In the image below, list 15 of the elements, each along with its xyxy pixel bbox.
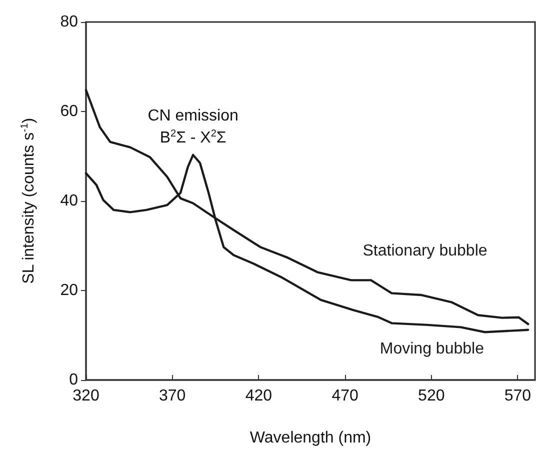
y-tick-label: 0 [69,372,78,388]
y-axis-title: SL intensity (counts s-1) [20,118,38,284]
x-tick-label: 320 [72,388,100,404]
y-tick-label: 60 [60,103,78,120]
x-tick-label: 520 [418,388,445,404]
y-tick-label: 40 [60,192,78,210]
series-label: Moving bubble [380,340,484,358]
x-axis-title: Wavelength (nm) [250,430,372,446]
x-tick-label: 470 [332,388,358,404]
x-tick-label: 570 [504,388,532,404]
y-tick-label: 20 [60,282,78,299]
y-tick-label: 80 [60,14,78,30]
x-tick-label: 420 [245,388,272,404]
x-tick-label: 370 [158,388,186,404]
series-label: Stationary bubble [362,242,488,260]
